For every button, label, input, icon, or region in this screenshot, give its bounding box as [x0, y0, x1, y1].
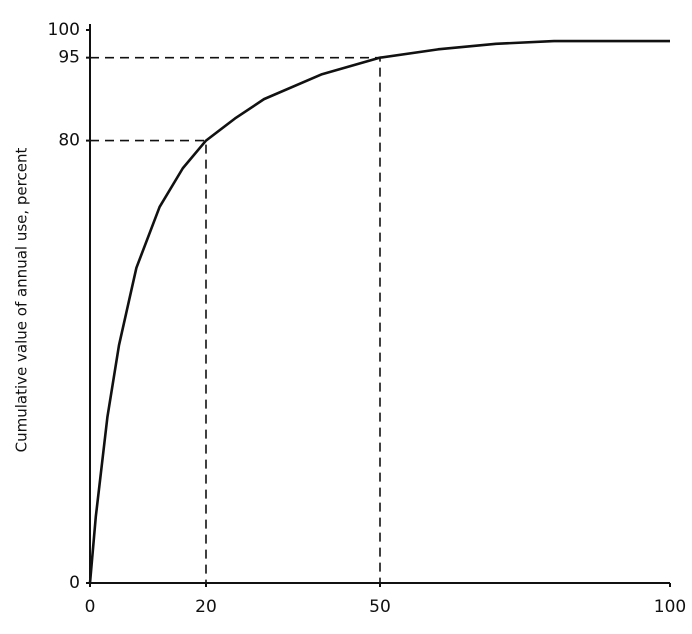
x-tick-label: 20: [195, 597, 217, 617]
x-tick-label: 100: [654, 597, 686, 617]
x-tick-label: 0: [85, 597, 96, 617]
y-tick-label: 0: [69, 573, 80, 593]
y-tick-label: 100: [48, 20, 80, 40]
reference-line: [90, 141, 206, 583]
chart: Cumulative value of annual use, percent …: [0, 0, 692, 634]
y-axis-label: Cumulative value of annual use, percent: [13, 148, 31, 453]
x-tick-label: 50: [369, 597, 391, 617]
y-tick-label: 80: [58, 131, 80, 151]
reference-line: [90, 58, 380, 583]
y-tick-label: 95: [58, 48, 80, 68]
